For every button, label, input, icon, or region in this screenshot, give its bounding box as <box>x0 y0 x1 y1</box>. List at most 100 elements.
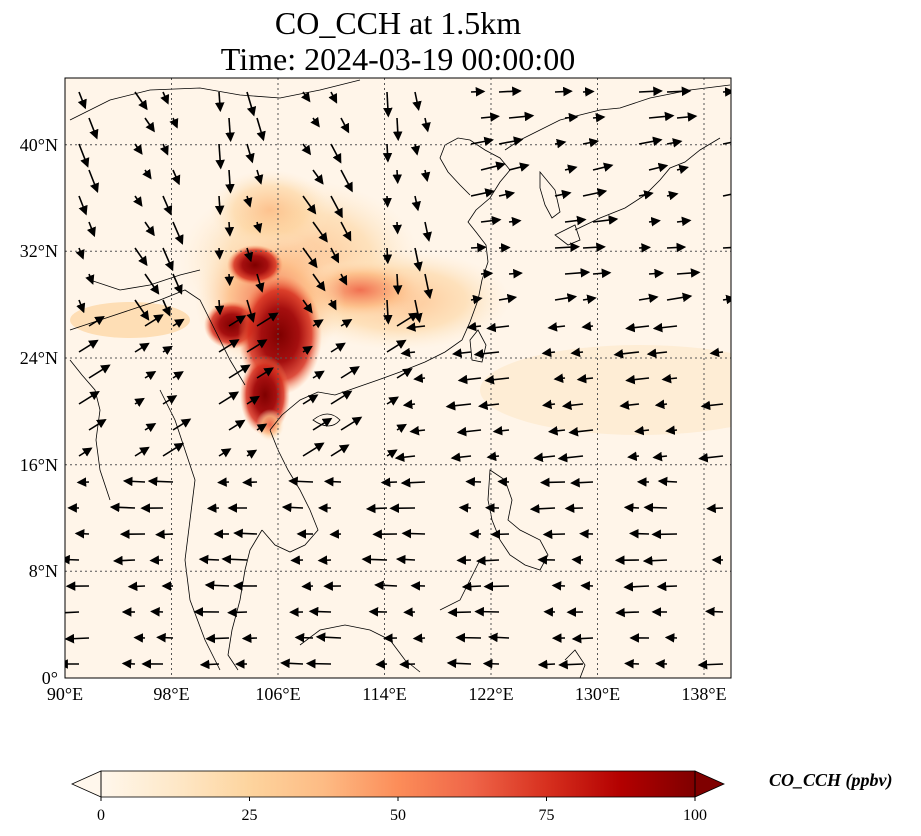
wind-arrow <box>330 390 353 405</box>
wind-arrow <box>474 606 500 617</box>
wind-arrow <box>383 299 393 325</box>
wind-arrow <box>652 322 678 333</box>
wind-arrow <box>308 606 332 617</box>
wind-arrow <box>697 659 724 670</box>
wind-arrow <box>490 529 510 540</box>
wind-arrow <box>172 371 184 381</box>
wind-arrow <box>217 477 230 487</box>
wind-arrow <box>85 273 95 285</box>
wind-arrow <box>77 91 87 110</box>
wind-arrow <box>553 373 566 383</box>
lat-tick-label: 0° <box>42 668 58 688</box>
colorbar: 0 25 50 75 100 <box>71 770 725 824</box>
wind-arrow <box>410 143 421 156</box>
wind-arrow <box>301 143 312 156</box>
wind-arrow <box>581 321 594 331</box>
wind-arrow <box>492 425 510 436</box>
wind-arrow <box>133 195 143 207</box>
wind-arrow <box>225 169 235 194</box>
lat-tick-label: 40°N <box>20 135 58 155</box>
wind-arrow <box>160 91 170 105</box>
wind-arrow <box>233 528 258 539</box>
wind-arrow <box>450 452 472 462</box>
wind-arrow <box>409 425 426 436</box>
wind-arrow <box>65 633 90 644</box>
wind-arrow <box>592 268 612 279</box>
wind-arrow <box>383 91 393 118</box>
wind-arrow <box>508 111 535 122</box>
wind-arrow <box>666 190 679 201</box>
wind-arrow <box>386 396 399 406</box>
wind-arrow <box>666 86 692 97</box>
wind-arrow <box>246 395 260 406</box>
wind-arrow <box>547 322 566 332</box>
lat-tick-label: 32°N <box>20 241 58 261</box>
wind-arrow <box>537 659 556 670</box>
wind-arrow <box>340 169 353 193</box>
wind-arrow <box>317 555 332 565</box>
wind-arrow <box>78 339 99 353</box>
wind-arrow <box>228 419 246 431</box>
wind-arrow <box>396 368 413 379</box>
wind-arrow <box>134 397 145 408</box>
chart-title-line2: Time: 2024-03-19 00:00:00 <box>220 41 576 77</box>
wind-arrow <box>539 477 566 488</box>
wind-arrow <box>392 273 403 295</box>
wind-arrow <box>656 581 678 592</box>
wind-arrow <box>310 116 320 128</box>
wind-arrow <box>134 342 150 353</box>
wind-arrow <box>302 442 325 457</box>
wind-arrow <box>302 195 317 215</box>
wind-arrow <box>582 188 608 198</box>
wind-arrow <box>172 273 183 295</box>
wind-arrow <box>76 299 86 314</box>
wind-arrow <box>243 195 253 208</box>
lon-tick-label: 90°E <box>47 684 83 704</box>
colorbar-tick-label: 75 <box>539 807 555 824</box>
wind-arrow <box>88 169 99 193</box>
wind-arrow <box>623 582 650 592</box>
wind-arrow <box>623 502 640 513</box>
colorbar-extend-min <box>71 770 102 798</box>
wind-arrow <box>486 322 510 333</box>
wind-arrow <box>396 312 419 327</box>
wind-arrow <box>144 370 157 381</box>
wind-arrow <box>340 318 353 329</box>
wind-arrow <box>470 294 483 305</box>
wind-arrow <box>634 425 650 436</box>
wind-arrow <box>159 143 169 156</box>
wind-arrow <box>121 659 136 669</box>
wind-arrow <box>411 195 421 212</box>
colorbar-label: CO_CCH (ppbv) <box>769 770 893 790</box>
wind-arrow <box>592 112 606 123</box>
wind-arrow <box>162 195 173 216</box>
wind-arrow <box>215 143 225 170</box>
wind-arrow <box>638 136 663 147</box>
wind-arrow <box>149 555 164 565</box>
wind-arrow <box>142 168 152 180</box>
wind-arrow <box>78 390 100 405</box>
wind-arrow <box>582 87 595 97</box>
wind-arrow <box>709 347 724 358</box>
wind-arrow <box>330 444 350 457</box>
wind-arrow <box>470 188 495 198</box>
wind-arrow <box>405 322 426 332</box>
wind-arrow <box>302 394 319 405</box>
colorbar-tick-label: 25 <box>242 807 258 824</box>
wind-arrow <box>243 247 254 263</box>
wind-arrow <box>280 658 304 669</box>
wind-arrow <box>302 247 318 269</box>
wind-arrow <box>218 448 232 458</box>
wind-arrow <box>483 581 510 592</box>
wind-arrow <box>323 476 342 487</box>
wind-arrow <box>551 581 566 591</box>
wind-arrow <box>422 221 432 242</box>
wind-arrow <box>134 247 148 267</box>
lon-tick-label: 130°E <box>575 684 620 704</box>
wind-arrow <box>330 342 346 353</box>
wind-arrow <box>457 374 482 385</box>
wind-arrow <box>214 195 225 216</box>
wind-arrow <box>242 477 258 488</box>
wind-arrow <box>361 554 388 565</box>
wind-arrow <box>374 580 398 591</box>
